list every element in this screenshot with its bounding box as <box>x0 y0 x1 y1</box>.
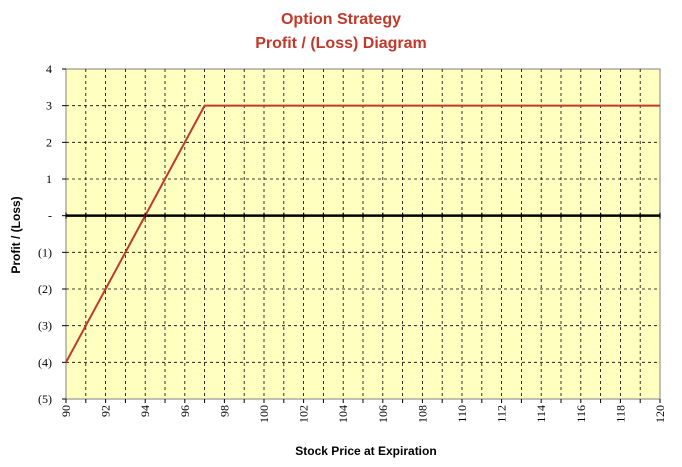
x-axis-title: Stock Price at Expiration <box>295 444 436 458</box>
y-tick-label: - <box>48 209 52 223</box>
y-tick-label: 4 <box>46 62 52 76</box>
payoff-line <box>65 104 660 363</box>
x-tick-label: 106 <box>376 405 390 423</box>
x-tick-label: 92 <box>99 405 113 417</box>
y-axis-title: Profit / (Loss) <box>9 196 23 273</box>
x-tick-label: 112 <box>495 405 509 423</box>
y-axis: 4 3 2 1 - (1) (2) (3) (4) (5) <box>38 62 66 406</box>
y-tick-label: (5) <box>38 392 52 406</box>
series-group <box>65 104 660 363</box>
y-tick-label: (3) <box>38 319 52 333</box>
x-tick-label: 104 <box>336 405 350 423</box>
y-tick-label: (1) <box>38 245 52 259</box>
x-tick-label: 118 <box>613 405 627 423</box>
y-tick-label: 3 <box>46 99 52 113</box>
x-tick-label: 120 <box>653 405 667 423</box>
x-tick-label: 116 <box>574 405 588 423</box>
x-tick-label: 90 <box>59 405 73 417</box>
x-tick-label: 96 <box>178 405 192 417</box>
x-axis: 90 92 94 96 98 100 102 104 106 108 110 112 114 116 118… <box>59 399 667 423</box>
x-tick-label: 94 <box>138 405 152 417</box>
x-tick-label: 98 <box>217 405 231 417</box>
y-tick-label: (2) <box>38 282 52 296</box>
x-tick-label: 110 <box>455 405 469 423</box>
x-tick-label: 114 <box>534 405 548 423</box>
y-tick-label: 2 <box>46 135 52 149</box>
x-tick-label: 102 <box>297 405 311 423</box>
y-tick-label: 1 <box>46 172 52 186</box>
x-tick-label: 100 <box>257 405 271 423</box>
y-tick-label: (4) <box>38 355 52 369</box>
chart-title-line-2: Profit / (Loss) Diagram <box>255 35 427 52</box>
grid-lines <box>66 69 660 399</box>
chart-title-line-1: Option Strategy <box>281 11 401 28</box>
x-tick-label: 108 <box>415 405 429 423</box>
